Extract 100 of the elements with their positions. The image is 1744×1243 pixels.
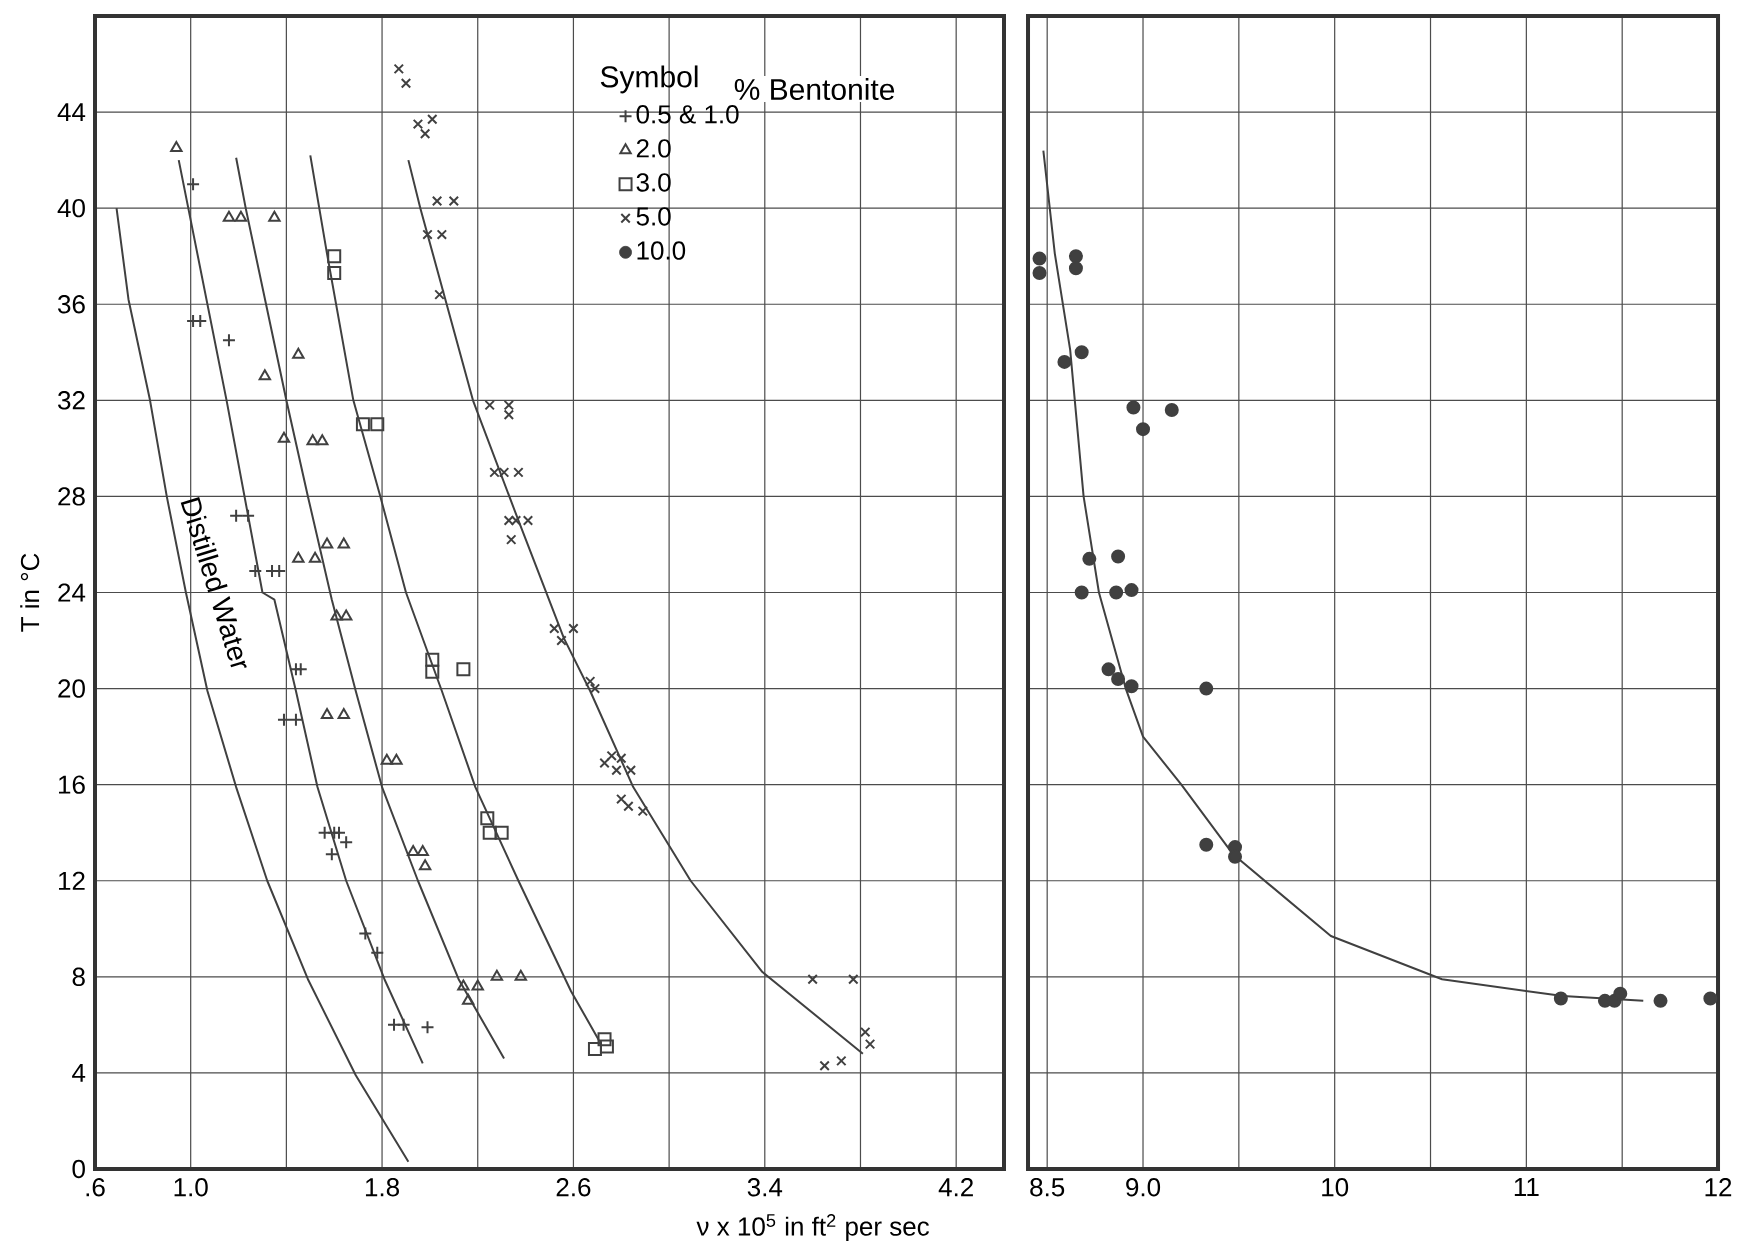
point bbox=[456, 662, 471, 677]
point bbox=[292, 551, 305, 563]
y-axis-title: T in °C bbox=[20, 553, 40, 632]
point bbox=[1068, 249, 1083, 264]
x-tick-label: .6 bbox=[86, 1178, 105, 1197]
point bbox=[1126, 400, 1141, 415]
point bbox=[1074, 345, 1089, 360]
point bbox=[327, 266, 342, 281]
x-tick-label: 9.0 bbox=[1126, 1178, 1161, 1197]
point bbox=[418, 859, 432, 871]
y-tick-label: 36 bbox=[58, 295, 85, 314]
point bbox=[514, 969, 527, 981]
text: 10.0 bbox=[637, 241, 686, 260]
point bbox=[556, 635, 567, 646]
x-tick-label: 4.2 bbox=[938, 1178, 973, 1197]
point bbox=[637, 805, 649, 817]
legend-title: % Bentonite bbox=[734, 78, 895, 101]
y-tick-label: 12 bbox=[58, 871, 85, 890]
point bbox=[422, 229, 433, 240]
point bbox=[427, 114, 438, 125]
point bbox=[355, 417, 370, 432]
point bbox=[503, 399, 515, 411]
legend-label: 5.0 bbox=[636, 207, 671, 226]
point bbox=[625, 765, 637, 776]
point bbox=[490, 969, 504, 981]
point bbox=[1124, 679, 1139, 694]
point bbox=[268, 210, 281, 222]
y-tick-label: 24 bbox=[58, 583, 86, 602]
point bbox=[370, 417, 385, 432]
point bbox=[1032, 266, 1047, 281]
point bbox=[1136, 422, 1151, 437]
point bbox=[390, 753, 403, 765]
point bbox=[308, 551, 322, 563]
point bbox=[587, 1041, 602, 1056]
point bbox=[1057, 354, 1072, 369]
y-tick-label: 40 bbox=[57, 198, 85, 218]
point bbox=[807, 973, 818, 985]
point bbox=[584, 676, 596, 687]
point bbox=[568, 623, 579, 634]
point bbox=[611, 765, 622, 776]
point bbox=[1613, 986, 1628, 1001]
point bbox=[431, 195, 443, 207]
y-tick-label: 0 bbox=[72, 1159, 85, 1179]
point bbox=[1032, 251, 1047, 266]
point bbox=[292, 347, 305, 359]
point bbox=[222, 210, 236, 222]
point bbox=[1074, 585, 1089, 600]
point bbox=[434, 289, 445, 300]
point bbox=[549, 623, 560, 634]
point bbox=[436, 229, 448, 240]
point bbox=[412, 118, 424, 130]
point bbox=[836, 1055, 847, 1067]
point bbox=[425, 664, 440, 679]
x-tick-label: 12 bbox=[1705, 1178, 1732, 1197]
point bbox=[406, 844, 420, 856]
point bbox=[170, 141, 183, 153]
point bbox=[1111, 671, 1126, 686]
x-axis-title: ν x 10$^{5}$ in ft$^{2}$ per sec bbox=[696, 1214, 930, 1241]
line-series bbox=[115, 207, 410, 1163]
point bbox=[258, 369, 272, 381]
x-tick-label: 11 bbox=[1514, 1178, 1539, 1196]
x-tick-label: 3.4 bbox=[747, 1178, 783, 1197]
point bbox=[380, 753, 394, 765]
point bbox=[320, 537, 334, 549]
point bbox=[1068, 261, 1083, 276]
legend-label: 3.0 bbox=[636, 173, 671, 192]
point bbox=[393, 63, 405, 75]
x-tick-label: 2.6 bbox=[556, 1178, 591, 1197]
line-series bbox=[407, 159, 864, 1055]
point bbox=[503, 409, 515, 420]
x-tick-label: 1.0 bbox=[174, 1178, 208, 1197]
annotation: Symbol bbox=[600, 65, 698, 94]
point bbox=[599, 757, 610, 769]
point bbox=[327, 249, 342, 264]
point bbox=[1653, 993, 1668, 1008]
point bbox=[1109, 585, 1124, 600]
point bbox=[1101, 662, 1116, 677]
point bbox=[337, 708, 350, 719]
point bbox=[457, 979, 470, 991]
point bbox=[471, 979, 484, 991]
x-tick-label: 8.5 bbox=[1030, 1178, 1065, 1197]
line-series bbox=[177, 159, 424, 1065]
point bbox=[316, 434, 329, 446]
point bbox=[339, 609, 353, 621]
y-tick-label: 32 bbox=[58, 391, 85, 410]
x-tick-label: 1.8 bbox=[365, 1178, 399, 1197]
point bbox=[505, 534, 517, 545]
point bbox=[448, 195, 460, 207]
point bbox=[482, 825, 497, 840]
point bbox=[461, 993, 475, 1005]
point bbox=[425, 652, 440, 667]
point bbox=[819, 1060, 830, 1071]
point bbox=[306, 434, 319, 446]
y-tick-label: 44 bbox=[57, 103, 86, 122]
point bbox=[320, 708, 334, 719]
point bbox=[1199, 837, 1214, 852]
point bbox=[623, 801, 634, 812]
point bbox=[513, 467, 524, 478]
point bbox=[589, 683, 601, 694]
point bbox=[1553, 991, 1568, 1006]
